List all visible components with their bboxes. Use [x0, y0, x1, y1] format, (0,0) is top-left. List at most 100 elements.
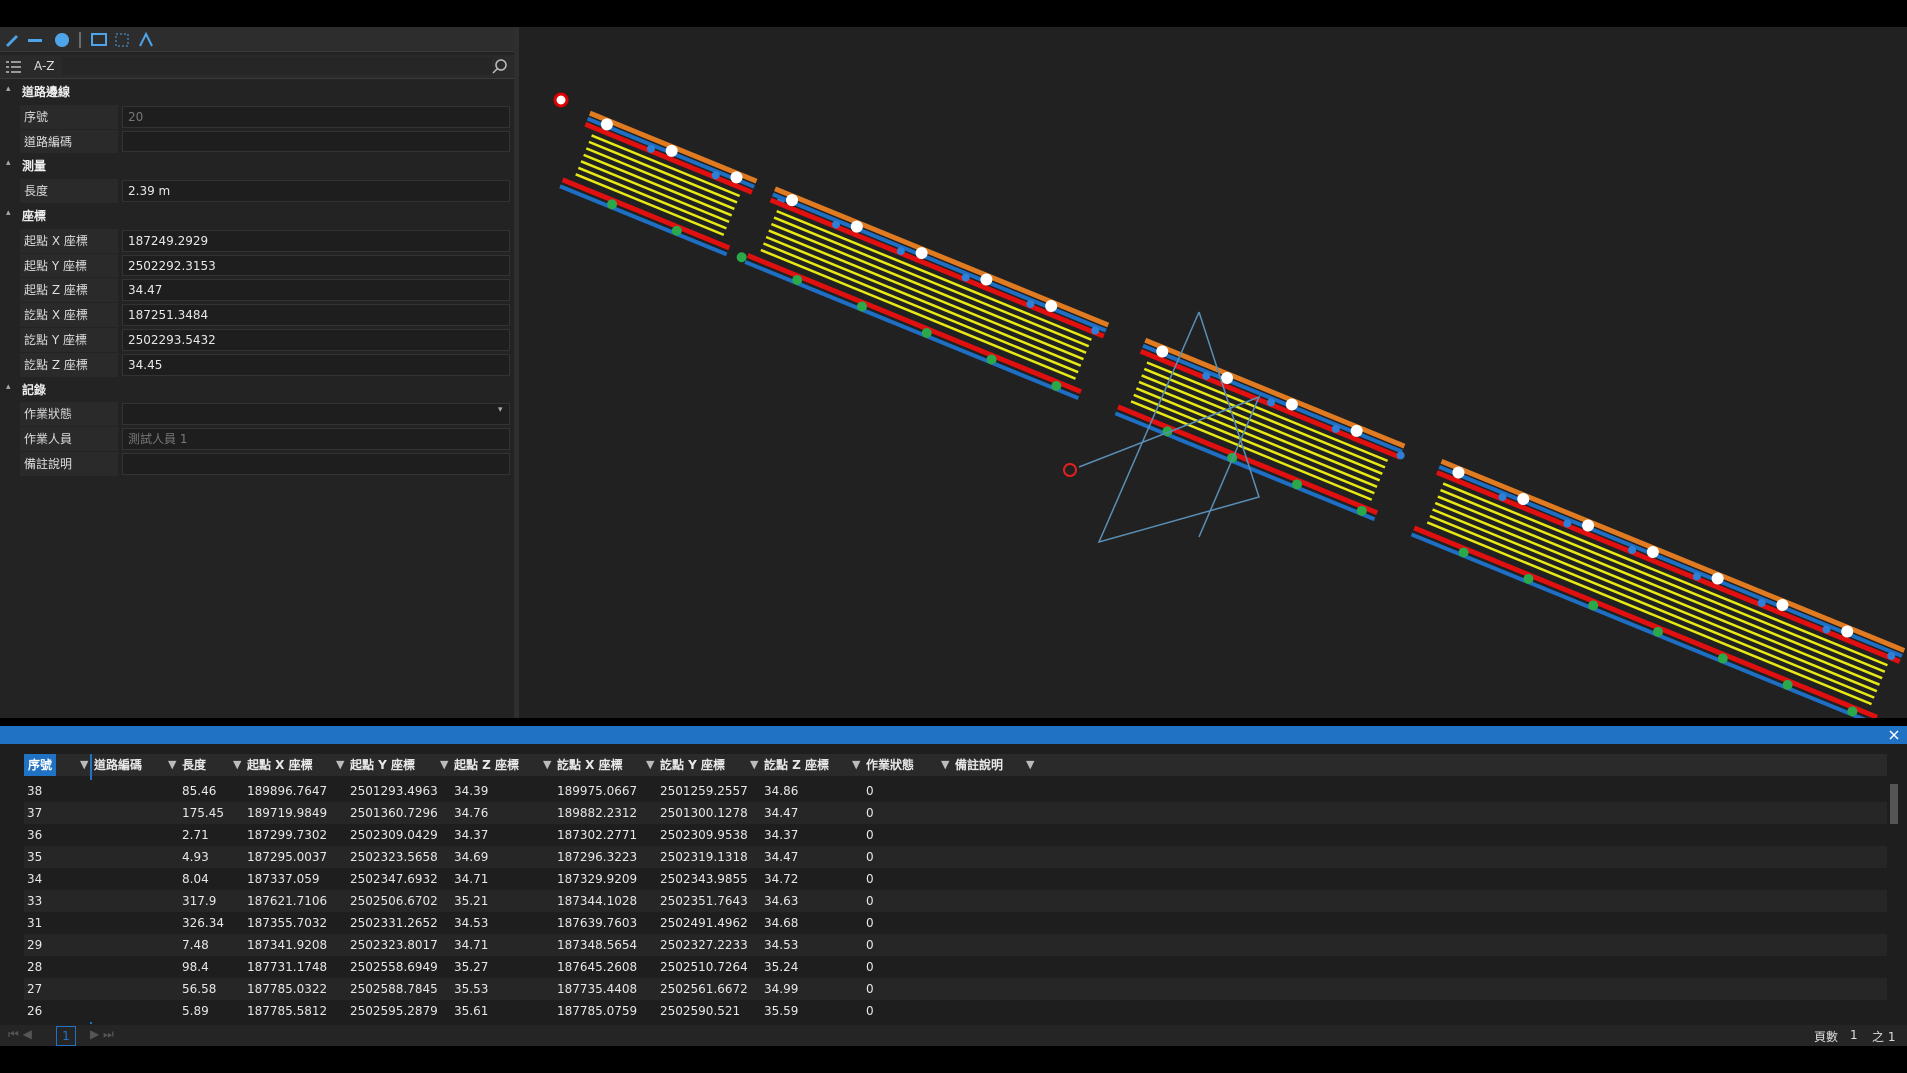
table-cell: 36 [27, 828, 43, 842]
column-header[interactable]: 道路編碼 [94, 758, 143, 772]
vertex [736, 252, 747, 263]
vertex [711, 171, 720, 180]
table-cell: 2502558.6949 [350, 960, 438, 974]
pager-nav[interactable]: ▶ ⏭ [90, 1027, 114, 1041]
filter-icon[interactable]: ▼ [852, 758, 861, 771]
table-row[interactable] [24, 1000, 1887, 1022]
property-value[interactable]: 187249.2929 [122, 229, 510, 252]
table-row[interactable] [24, 868, 1887, 890]
column-header[interactable]: 長度 [182, 758, 207, 772]
table-cell: 2501360.7296 [350, 806, 438, 820]
search-icon[interactable] [492, 58, 508, 74]
panel-header [0, 726, 1907, 744]
property-label: 長度 [20, 179, 118, 203]
vertex [850, 220, 863, 233]
table-row[interactable] [24, 802, 1887, 824]
table-row[interactable] [24, 824, 1887, 846]
road-edge [1413, 525, 1878, 718]
vertex [1757, 599, 1766, 608]
column-header[interactable]: 起點 Z 座標 [454, 758, 520, 772]
property-value[interactable]: 187251.3484 [122, 304, 510, 326]
table-cell: 2502506.6702 [350, 894, 438, 908]
splitter [514, 27, 519, 718]
page-total: 之 1 [1872, 1030, 1896, 1044]
group-title: 測量 [22, 159, 47, 174]
filter-icon[interactable]: ▼ [941, 758, 950, 771]
filter-icon[interactable]: ▼ [440, 758, 449, 771]
vertex [1652, 626, 1663, 637]
list-icon[interactable] [4, 59, 24, 75]
column-header[interactable]: 起點 Y 座標 [350, 758, 416, 772]
table-row[interactable] [24, 780, 1887, 802]
table-cell: 98.4 [182, 960, 209, 974]
table-cell: 34 [27, 872, 43, 886]
column-header[interactable]: 序號 [24, 754, 57, 776]
table-row[interactable] [24, 956, 1887, 978]
property-value[interactable]: 測試人員 1 [122, 428, 510, 450]
column-header[interactable]: 作業狀態 [866, 758, 915, 772]
filter-icon[interactable]: ▼ [336, 758, 345, 771]
filter-icon[interactable]: ▼ [80, 758, 89, 771]
table-cell: 2502331.2652 [350, 916, 438, 930]
property-value[interactable] [122, 130, 510, 153]
image-icon[interactable] [91, 33, 107, 46]
table-cell: 187785.0322 [247, 982, 328, 996]
property-value[interactable] [122, 453, 510, 475]
column-header[interactable]: 訖點 X 座標 [557, 758, 623, 772]
filter-icon[interactable]: ▼ [1026, 758, 1035, 771]
vertex [1221, 371, 1234, 384]
table-row[interactable] [24, 890, 1887, 912]
lane-stripe [575, 173, 725, 237]
table-cell: 2502351.7643 [660, 894, 748, 908]
table-cell: 0 [866, 894, 874, 908]
column-header[interactable]: 訖點 Z 座標 [764, 758, 830, 772]
sort-button[interactable]: A-Z [34, 59, 55, 73]
vertex [1026, 300, 1035, 309]
lane-stripe [585, 147, 735, 211]
table-row[interactable] [24, 846, 1887, 868]
road-edge [744, 260, 1080, 401]
filter-icon[interactable]: ▼ [233, 758, 242, 771]
property-value[interactable]: 2.39 m [122, 180, 510, 202]
property-value[interactable]: 2502292.3153 [122, 254, 510, 277]
property-label: 訖點 Z 座標 [20, 352, 118, 377]
column-header[interactable]: 備註說明 [955, 758, 1004, 772]
property-value[interactable] [122, 403, 510, 426]
search-input[interactable] [62, 57, 492, 75]
table-row[interactable] [24, 912, 1887, 934]
column-header[interactable]: 起點 X 座標 [247, 758, 313, 772]
grid-header [24, 754, 1887, 776]
property-value[interactable]: 34.45 [122, 353, 510, 376]
property-grid: ▴ 道路邊線 序號 20 道路編碼 ▴ 測量 長度 2.39 m ▴ 座標 起點 X 座標 187249… [0, 80, 514, 500]
vertex [786, 194, 799, 207]
filter-icon[interactable]: ▼ [168, 758, 177, 771]
scrollbar[interactable] [1890, 784, 1898, 824]
select-icon[interactable] [115, 33, 129, 47]
current-page[interactable]: 1 [56, 1026, 76, 1046]
filter-icon[interactable]: ▼ [750, 758, 759, 771]
table-row[interactable] [24, 934, 1887, 956]
pager-nav[interactable]: ⏮ ◀ [8, 1027, 32, 1041]
vertex [832, 220, 841, 229]
edit-icon[interactable] [6, 35, 18, 47]
property-value[interactable]: 20 [122, 105, 510, 128]
filter-icon[interactable]: ▼ [543, 758, 552, 771]
table-cell: 0 [866, 916, 874, 930]
vertex [986, 354, 997, 365]
toolbar [0, 27, 514, 52]
table-cell: 5.89 [182, 1004, 209, 1018]
measure-icon[interactable] [139, 31, 153, 47]
table-cell: 34.53 [454, 916, 489, 930]
table-cell: 187785.5812 [247, 1004, 328, 1018]
start-point [553, 92, 569, 108]
property-value[interactable]: 34.47 [122, 279, 510, 302]
property-value[interactable]: 2502293.5432 [122, 329, 510, 351]
line-icon[interactable] [28, 39, 42, 42]
vertex [1717, 653, 1728, 664]
filter-icon[interactable]: ▼ [646, 758, 655, 771]
lane-stripe [1143, 367, 1386, 469]
column-header[interactable]: 訖點 Y 座標 [660, 758, 726, 772]
table-row[interactable] [24, 978, 1887, 1000]
info-icon[interactable] [55, 33, 69, 47]
close-button[interactable] [1888, 729, 1900, 741]
